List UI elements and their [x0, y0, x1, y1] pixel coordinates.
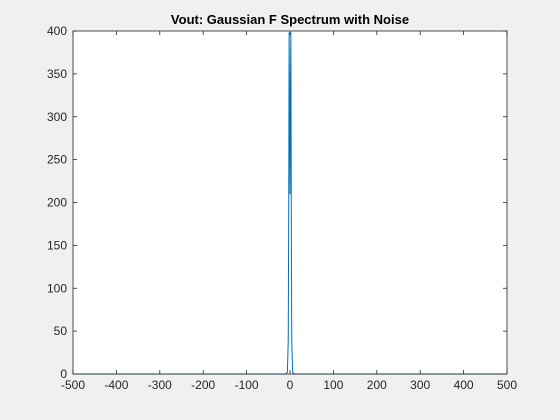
- x-tick-label: -300: [148, 378, 172, 392]
- x-tick-label: -200: [191, 378, 215, 392]
- x-tick-label: 300: [410, 378, 430, 392]
- y-tick-label: 300: [47, 110, 67, 124]
- y-tick-label: 50: [54, 324, 68, 338]
- series-line-0: [73, 32, 507, 375]
- x-tick-label: -500: [61, 378, 85, 392]
- y-tick-label: 200: [47, 196, 67, 210]
- y-tick-label: 250: [47, 153, 67, 167]
- x-tick-label: 100: [323, 378, 343, 392]
- y-tick-label: 0: [60, 367, 67, 381]
- plot-area: [73, 31, 507, 374]
- y-tick-label: 350: [47, 67, 67, 81]
- x-tick-label: -400: [104, 378, 128, 392]
- series-layer: [73, 32, 507, 375]
- chart-title: Vout: Gaussian F Spectrum with Noise: [171, 12, 409, 27]
- ticks-layer: -500 -400 -300 -200 -100 0 100 200 300 400 500 0 50 1…: [47, 24, 517, 392]
- y-tick-label: 150: [47, 238, 67, 252]
- x-tick-label: -100: [235, 378, 259, 392]
- x-tick-label: 400: [454, 378, 474, 392]
- x-tick-label: 500: [497, 378, 517, 392]
- y-tick-label: 100: [47, 281, 67, 295]
- y-tick-label: 400: [47, 24, 67, 38]
- x-tick-label: 0: [287, 378, 294, 392]
- x-tick-label: 200: [367, 378, 387, 392]
